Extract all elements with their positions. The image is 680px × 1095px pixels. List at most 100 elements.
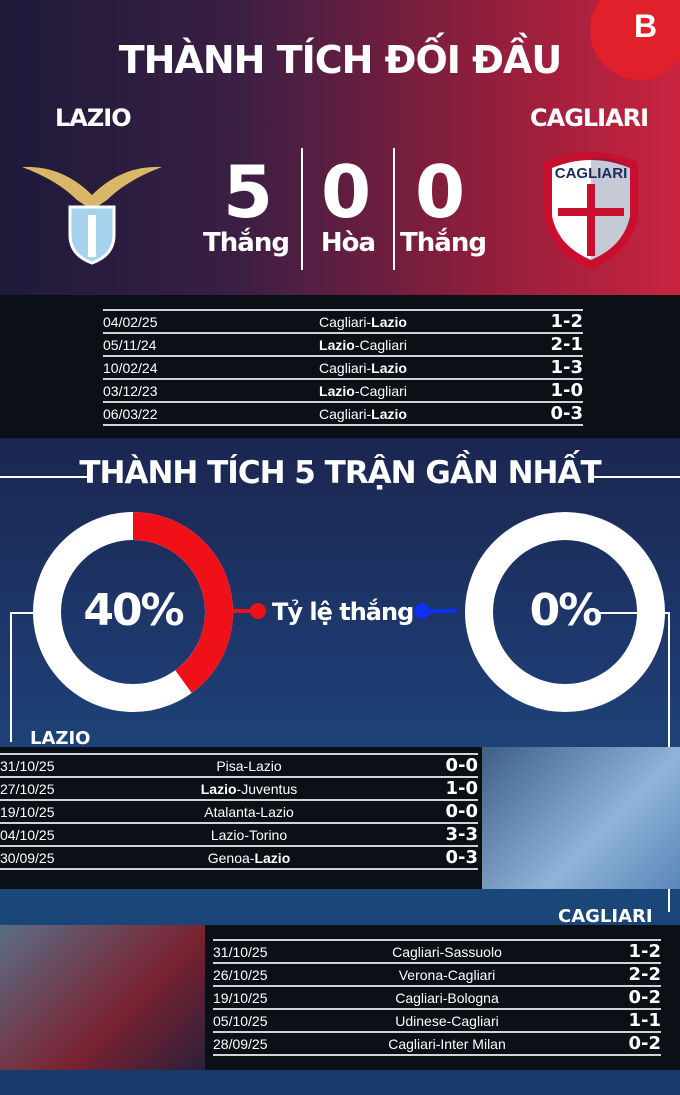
match-row: 28/09/25 Cagliari-Inter Milan 0-2	[213, 1031, 661, 1056]
match-row: 04/10/25 Lazio-Torino 3-3	[0, 822, 478, 846]
match-score: 1-1	[581, 1008, 661, 1032]
home-team: Atalanta	[204, 803, 256, 820]
away-team: Cagliari	[359, 382, 407, 399]
cagliari-recent-table: 31/10/25 Cagliari-Sassuolo 1-2 26/10/25 Vero…	[213, 939, 661, 1056]
guide-line	[10, 612, 12, 742]
guide-line	[10, 612, 33, 614]
separator: -	[236, 780, 242, 797]
away-wins-label: Thắng	[400, 228, 487, 258]
match-date: 30/09/25	[0, 845, 100, 870]
divider	[301, 148, 303, 270]
lazio-crest-icon	[22, 166, 162, 265]
match-score: 0-0	[398, 799, 478, 823]
match-teams: Cagliari-Lazio	[223, 309, 503, 333]
separator: -	[244, 826, 249, 843]
match-teams: Atalanta-Lazio	[100, 799, 398, 823]
match-teams: Cagliari-Sassuolo	[313, 939, 581, 963]
home-team: Cagliari	[319, 313, 367, 330]
away-team-name: CAGLIARI	[530, 104, 649, 132]
head-to-head-table: 04/02/25 Cagliari-Lazio 1-2 05/11/24 Lazio-C…	[103, 309, 583, 426]
home-team: Verona	[398, 966, 444, 983]
separator: -	[366, 313, 372, 330]
lazio-players-photo	[482, 747, 680, 889]
match-teams: Pisa-Lazio	[100, 753, 398, 777]
home-team: Cagliari	[319, 405, 367, 422]
match-row: 19/10/25 Cagliari-Bologna 0-2	[213, 985, 661, 1009]
svg-text:CAGLIARI: CAGLIARI	[555, 165, 628, 182]
away-connector-line	[425, 609, 457, 613]
match-score: 0-2	[581, 985, 661, 1009]
away-team: Cagliari	[359, 336, 407, 353]
match-row: 04/02/25 Cagliari-Lazio 1-2	[103, 309, 583, 333]
home-connector-line	[222, 609, 258, 613]
match-teams: Lazio-Cagliari	[223, 332, 503, 356]
away-team: Cagliari	[447, 966, 496, 983]
separator: -	[366, 359, 372, 376]
match-score: 0-2	[581, 1031, 661, 1056]
away-team: Bologna	[447, 989, 499, 1006]
separator: -	[354, 382, 360, 399]
home-dot	[250, 603, 266, 619]
head-to-head-header: B THÀNH TÍCH ĐỐI ĐẦU LAZIO CAGLIARI CAGL…	[0, 0, 680, 295]
match-date: 19/10/25	[213, 985, 313, 1009]
match-row: 10/02/24 Cagliari-Lazio 1-3	[103, 355, 583, 379]
lazio-recent-panel: 31/10/25 Pisa-Lazio 0-0 27/10/25 Lazio-Juven…	[0, 747, 482, 889]
head-to-head-panel: 04/02/25 Cagliari-Lazio 1-2 05/11/24 Lazio-C…	[0, 295, 680, 438]
home-wins-label: Thắng	[203, 228, 290, 258]
match-row: 31/10/25 Cagliari-Sassuolo 1-2	[213, 939, 661, 963]
match-row: 31/10/25 Pisa-Lazio 0-0	[0, 753, 478, 777]
home-team: Pisa	[216, 757, 244, 774]
away-dot	[414, 603, 430, 619]
home-team-name: LAZIO	[55, 104, 132, 132]
home-team: Lazio	[200, 780, 237, 797]
away-win-rate: 0%	[529, 585, 603, 636]
match-date: 05/10/25	[213, 1008, 313, 1032]
win-rate-label: Tỷ lệ thắng	[272, 598, 414, 626]
match-row: 05/10/25 Udinese-Cagliari 1-1	[213, 1008, 661, 1032]
match-row: 06/03/22 Cagliari-Lazio 0-3	[103, 401, 583, 426]
away-team: Torino	[249, 826, 288, 843]
match-date: 26/10/25	[213, 962, 313, 986]
page-title: THÀNH TÍCH ĐỐI ĐẦU	[118, 38, 563, 82]
home-win-rate: 40%	[83, 585, 184, 636]
match-date: 03/12/23	[103, 378, 223, 402]
home-win-rate-donut	[33, 512, 233, 712]
match-score: 1-2	[581, 939, 661, 963]
match-row: 05/11/24 Lazio-Cagliari 2-1	[103, 332, 583, 356]
match-date: 04/10/25	[0, 822, 100, 846]
away-team: Juventus	[241, 780, 298, 797]
home-team: Lazio	[319, 336, 355, 353]
match-date: 19/10/25	[0, 799, 100, 823]
draws-count: 0	[320, 150, 372, 234]
match-teams: Udinese-Cagliari	[313, 1008, 581, 1032]
home-wins-count: 5	[222, 150, 274, 234]
away-team: Inter Milan	[440, 1035, 506, 1052]
match-teams: Lazio-Juventus	[100, 776, 398, 800]
match-score: 0-3	[503, 401, 583, 426]
divider	[0, 476, 90, 478]
match-date: 10/02/24	[103, 355, 223, 379]
away-team: Sassuolo	[444, 943, 502, 960]
away-team: Lazio	[248, 757, 282, 774]
away-wins-count: 0	[414, 150, 466, 234]
match-date: 05/11/24	[103, 332, 223, 356]
home-team: Lazio	[210, 826, 245, 843]
away-team: Lazio	[260, 803, 294, 820]
match-teams: Lazio-Torino	[100, 822, 398, 846]
match-score: 1-0	[398, 776, 478, 800]
match-score: 0-3	[398, 845, 478, 870]
separator: -	[354, 336, 360, 353]
away-team: Lazio	[254, 849, 291, 866]
home-team: Lazio	[319, 382, 355, 399]
match-teams: Cagliari-Bologna	[313, 985, 581, 1009]
away-team: Cagliari	[451, 1012, 499, 1029]
cagliari-players-photo	[0, 925, 205, 1070]
home-win-rate-arc	[33, 512, 233, 712]
match-date: 31/10/25	[213, 939, 313, 963]
match-date: 06/03/22	[103, 401, 223, 426]
match-row: 27/10/25 Lazio-Juventus 1-0	[0, 776, 478, 800]
separator: -	[243, 757, 249, 774]
divider	[590, 476, 680, 478]
draws-label: Hòa	[320, 228, 376, 258]
home-team: Cagliari	[388, 1035, 436, 1052]
